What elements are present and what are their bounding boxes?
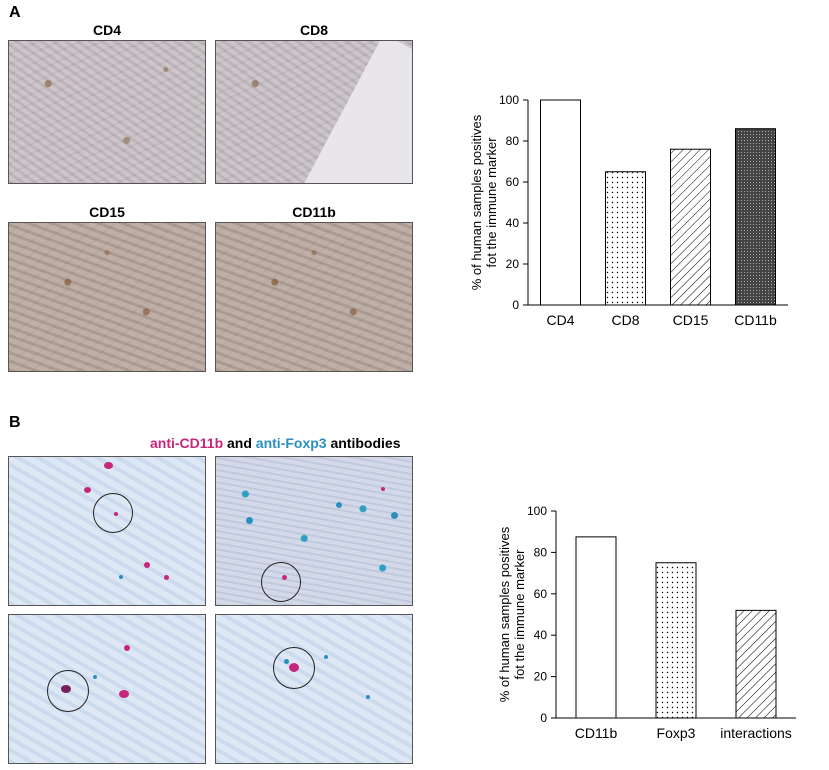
y-tick-label: 100 (527, 504, 547, 518)
y-tick-label: 40 (506, 216, 520, 230)
x-tick-label-foxp3: Foxp3 (657, 725, 696, 741)
interaction-circle (93, 493, 133, 533)
micrograph-dual-3 (8, 614, 206, 764)
micrograph-cd15 (8, 222, 206, 372)
bar-cd11b (735, 128, 776, 306)
y-tick-label: 60 (506, 175, 520, 189)
micrograph-dual-4 (215, 614, 413, 764)
bar-cd8 (605, 171, 646, 306)
micrograph-dual-1 (8, 456, 206, 606)
x-tick-label-cd8: CD8 (611, 312, 639, 328)
bar-foxp3 (655, 562, 697, 719)
title-antibodies: antibodies (326, 435, 401, 451)
micrograph-cd8 (215, 40, 413, 184)
interaction-circle (261, 562, 301, 602)
y-tick-label: 20 (534, 670, 548, 684)
y-tick-label: 100 (499, 93, 519, 107)
micrograph-title-cd11b: CD11b (292, 204, 336, 220)
y-axis-label-line-2: fot the immune marker (512, 549, 527, 680)
y-axis-label-line-1: % of human samples positives (497, 526, 512, 702)
x-tick-label-cd15: CD15 (673, 312, 709, 328)
panel-b-title: anti-CD11b and anti-Foxp3 antibodies (150, 435, 400, 451)
micrograph-cd4 (8, 40, 206, 184)
title-and: and (223, 435, 256, 451)
micrograph-cd11b (215, 222, 413, 372)
panel-a-letter: A (9, 4, 21, 21)
micrograph-title-cd4: CD4 (92, 22, 121, 38)
interaction-circle (273, 647, 315, 689)
bar-interactions (735, 609, 777, 719)
title-anti-foxp3: anti-Foxp3 (255, 435, 327, 451)
y-tick-label: 0 (512, 298, 519, 312)
y-tick-label: 20 (506, 257, 520, 271)
x-tick-label-cd11b: CD11b (734, 312, 777, 328)
y-tick-label: 80 (534, 545, 548, 559)
x-tick-label-cd4: CD4 (546, 312, 574, 328)
y-axis-label-line-2: fot the immune marker (484, 137, 499, 268)
bar-cd4 (540, 99, 581, 306)
x-tick-label-interactions: interactions (720, 725, 792, 741)
micrograph-title-cd15: CD15 (89, 204, 125, 220)
micrograph-dual-2 (215, 456, 413, 606)
x-tick-label-cd11b: CD11b (575, 725, 618, 741)
interaction-circle (47, 670, 89, 712)
bar-chart-b: 0 20 40 60 80 100 CD11b Foxp3 interactions % of h… (497, 504, 796, 741)
panel-b-letter: B (9, 414, 21, 431)
y-tick-label: 60 (534, 587, 548, 601)
bar-cd15 (670, 148, 711, 306)
y-tick-label: 80 (506, 134, 520, 148)
bar-chart-a: 0 20 40 60 80 100 CD4 CD8 CD15 CD11b % of human sa… (469, 93, 788, 328)
y-tick-label: 40 (534, 628, 548, 642)
y-tick-label: 0 (540, 711, 547, 725)
title-anti-cd11b: anti-CD11b (150, 435, 224, 451)
y-axis-label-line-1: % of human samples positives (469, 114, 484, 290)
bar-cd11b (575, 536, 617, 719)
micrograph-title-cd8: CD8 (299, 22, 328, 38)
